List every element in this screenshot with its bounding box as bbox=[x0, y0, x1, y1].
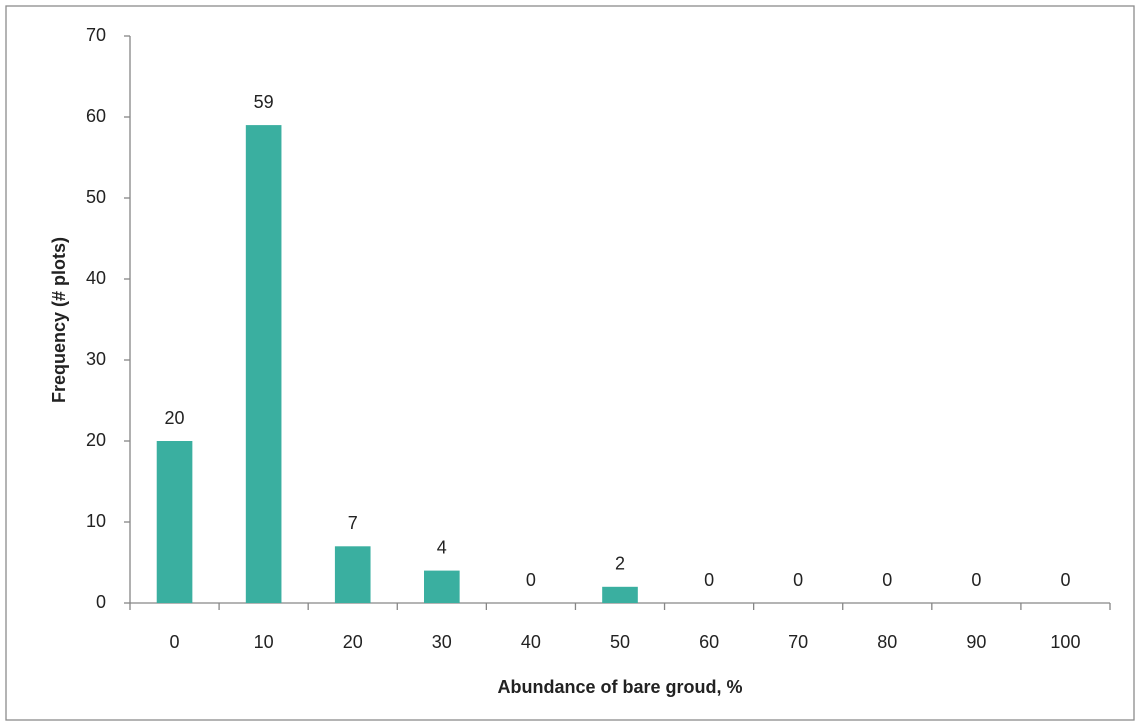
data-label: 0 bbox=[526, 570, 536, 590]
bar bbox=[424, 570, 460, 603]
bar bbox=[156, 441, 193, 603]
bar bbox=[245, 125, 282, 603]
data-label: 0 bbox=[882, 570, 892, 590]
x-tick-label: 20 bbox=[343, 632, 363, 652]
x-tick-label: 70 bbox=[788, 632, 808, 652]
data-label: 4 bbox=[437, 537, 447, 557]
data-label: 2 bbox=[615, 554, 625, 574]
y-tick-label: 30 bbox=[86, 349, 106, 369]
data-label: 0 bbox=[704, 570, 714, 590]
x-tick-label: 40 bbox=[521, 632, 541, 652]
data-label: 59 bbox=[254, 92, 274, 112]
x-axis-title: Abundance of bare groud, % bbox=[497, 677, 742, 697]
data-label: 20 bbox=[165, 408, 185, 428]
data-label: 7 bbox=[348, 513, 358, 533]
x-tick-label: 30 bbox=[432, 632, 452, 652]
data-label: 0 bbox=[1060, 570, 1070, 590]
x-tick-label: 80 bbox=[877, 632, 897, 652]
y-tick-label: 0 bbox=[96, 592, 106, 612]
bar bbox=[334, 546, 371, 603]
bar bbox=[602, 586, 638, 603]
y-axis-title: Frequency (# plots) bbox=[49, 237, 69, 403]
x-tick-label: 50 bbox=[610, 632, 630, 652]
x-tick-label: 0 bbox=[170, 632, 180, 652]
data-label: 0 bbox=[793, 570, 803, 590]
x-tick-label: 60 bbox=[699, 632, 719, 652]
y-tick-label: 10 bbox=[86, 511, 106, 531]
y-tick-label: 20 bbox=[86, 430, 106, 450]
x-tick-label: 10 bbox=[254, 632, 274, 652]
y-tick-label: 40 bbox=[86, 268, 106, 288]
y-tick-label: 60 bbox=[86, 106, 106, 126]
x-tick-label: 100 bbox=[1050, 632, 1080, 652]
x-tick-label: 90 bbox=[966, 632, 986, 652]
y-tick-label: 50 bbox=[86, 187, 106, 207]
chart-border bbox=[5, 5, 1135, 721]
data-label: 0 bbox=[971, 570, 981, 590]
y-tick-label: 70 bbox=[86, 25, 106, 45]
